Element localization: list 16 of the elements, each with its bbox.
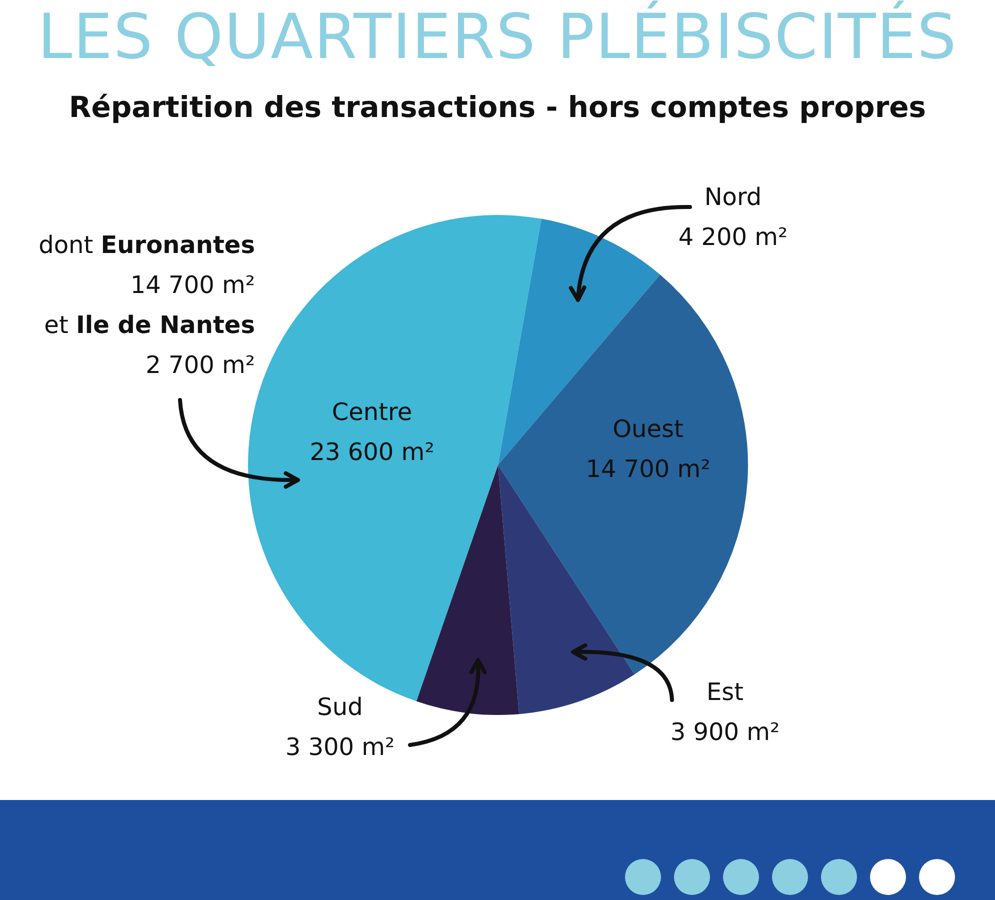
slice-label: Centre <box>332 398 412 426</box>
slice-label: Ouest <box>612 415 684 443</box>
slice-label: Sud <box>317 693 363 721</box>
slice-label: Est <box>706 678 744 706</box>
text: dont Euronantes <box>38 230 255 261</box>
data-label: 3 900 m² <box>670 718 780 746</box>
data-label: 4 200 m² <box>678 223 788 251</box>
text: 2 700 m² <box>144 350 255 381</box>
data-label: 23 600 m² <box>310 438 434 466</box>
chart-subtitle: Répartition des transactions - hors comptes propres <box>68 90 928 124</box>
slice-label: Nord <box>704 183 762 211</box>
text: et Ile de Nantes <box>43 310 255 341</box>
text: 14 700 m² <box>129 270 255 301</box>
data-label: 3 300 m² <box>285 733 395 761</box>
chart-title: LES QUARTIERS PLÉBISCITÉS <box>36 0 958 74</box>
data-label: 14 700 m² <box>586 455 710 483</box>
